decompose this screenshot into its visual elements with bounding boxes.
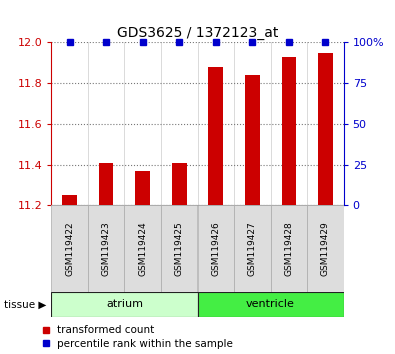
Text: atrium: atrium <box>106 299 143 309</box>
Title: GDS3625 / 1372123_at: GDS3625 / 1372123_at <box>117 26 278 40</box>
Bar <box>307 205 344 292</box>
Bar <box>198 292 344 317</box>
Bar <box>135 171 150 205</box>
Bar <box>234 205 271 292</box>
Bar <box>161 205 198 292</box>
Text: GSM119427: GSM119427 <box>248 221 257 276</box>
Text: GSM119428: GSM119428 <box>284 221 293 276</box>
Bar <box>62 195 77 205</box>
Text: GSM119422: GSM119422 <box>65 221 74 276</box>
Text: GSM119425: GSM119425 <box>175 221 184 276</box>
Legend: transformed count, percentile rank within the sample: transformed count, percentile rank withi… <box>37 321 237 353</box>
Bar <box>282 57 296 205</box>
Bar <box>51 205 88 292</box>
Bar <box>271 205 307 292</box>
Bar <box>124 205 161 292</box>
Text: GSM119424: GSM119424 <box>138 221 147 276</box>
Bar <box>88 205 124 292</box>
Bar <box>209 67 223 205</box>
Text: GSM119426: GSM119426 <box>211 221 220 276</box>
Bar <box>318 53 333 205</box>
Text: tissue ▶: tissue ▶ <box>4 299 46 309</box>
Bar <box>99 162 113 205</box>
Bar <box>51 292 198 317</box>
Bar <box>245 75 260 205</box>
Bar <box>198 205 234 292</box>
Text: GSM119429: GSM119429 <box>321 221 330 276</box>
Text: ventricle: ventricle <box>246 299 295 309</box>
Text: GSM119423: GSM119423 <box>102 221 111 276</box>
Bar <box>172 162 186 205</box>
